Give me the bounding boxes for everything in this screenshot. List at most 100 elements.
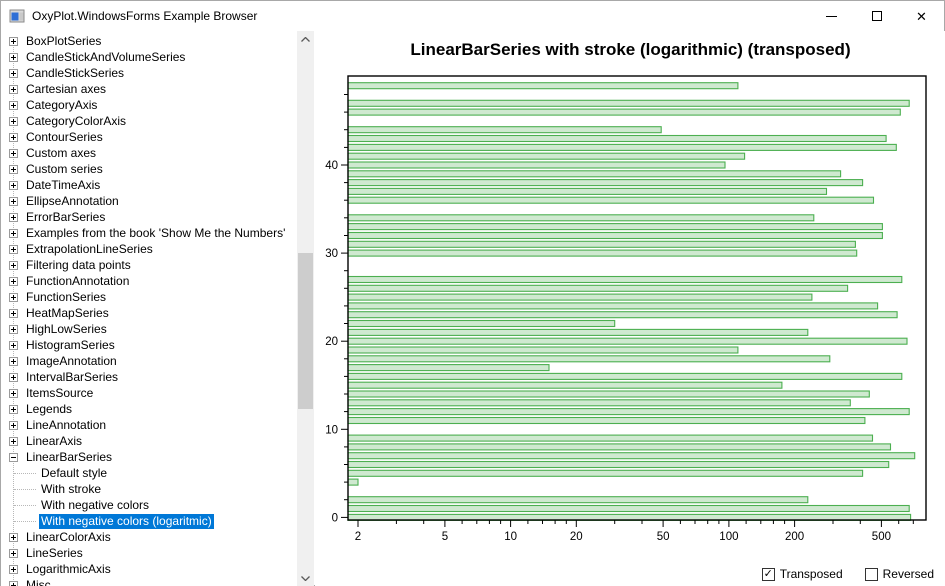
title-bar[interactable]: OxyPlot.WindowsForms Example Browser ✕ <box>1 1 944 31</box>
tree-item-label[interactable]: ErrorBarSeries <box>26 209 106 224</box>
tree-item-label[interactable]: EllipseAnnotation <box>26 193 119 208</box>
tree-item-label[interactable]: BoxPlotSeries <box>26 33 102 48</box>
tree-item-label[interactable]: With negative colors (logaritmic) <box>39 513 214 529</box>
scroll-down-icon[interactable] <box>297 570 314 586</box>
tree-item-label[interactable]: Filtering data points <box>26 257 131 272</box>
expand-icon[interactable] <box>9 260 18 270</box>
expand-icon[interactable] <box>9 52 18 62</box>
tree-item[interactable]: LinearColorAxis <box>1 529 297 545</box>
minimize-button[interactable] <box>809 1 854 31</box>
expand-icon[interactable] <box>9 228 18 238</box>
tree-item[interactable]: ExtrapolationLineSeries <box>1 241 297 257</box>
tree-item[interactable]: HighLowSeries <box>1 321 297 337</box>
expand-icon[interactable] <box>9 116 18 126</box>
expand-icon[interactable] <box>9 356 18 366</box>
tree-item[interactable]: Legends <box>1 401 297 417</box>
example-tree[interactable]: BoxPlotSeries CandleStickAndVolumeSeries C… <box>1 31 297 586</box>
close-button[interactable]: ✕ <box>899 1 944 31</box>
chart-area[interactable]: 2 5 10 20 50 100 200 500 0 10 20 30 40 <box>315 31 945 586</box>
tree-item-label[interactable]: Cartesian axes <box>26 81 107 96</box>
tree-item-label[interactable]: ItemsSource <box>26 385 94 400</box>
expand-icon[interactable] <box>9 212 18 222</box>
tree-item[interactable]: FunctionAnnotation <box>1 273 297 289</box>
expand-icon[interactable] <box>9 340 18 350</box>
expand-icon[interactable] <box>9 324 18 334</box>
tree-item-label[interactable]: ContourSeries <box>26 129 103 144</box>
tree-item[interactable]: CandleStickAndVolumeSeries <box>1 49 297 65</box>
tree-item[interactable]: With negative colors (logaritmic) <box>1 513 297 529</box>
expand-icon[interactable] <box>9 196 18 206</box>
tree-item[interactable]: With negative colors <box>1 497 297 513</box>
tree-item[interactable]: ErrorBarSeries <box>1 209 297 225</box>
expand-icon[interactable] <box>9 564 18 574</box>
tree-item-label[interactable]: Examples from the book 'Show Me the Numb… <box>26 225 286 240</box>
tree-item-label[interactable]: Default style <box>41 465 108 480</box>
expand-icon[interactable] <box>9 84 18 94</box>
tree-item[interactable]: IntervalBarSeries <box>1 369 297 385</box>
expand-icon[interactable] <box>9 148 18 158</box>
expand-icon[interactable] <box>9 180 18 190</box>
tree-item[interactable]: CandleStickSeries <box>1 65 297 81</box>
tree-item[interactable]: CategoryColorAxis <box>1 113 297 129</box>
collapse-icon[interactable] <box>9 452 18 462</box>
tree-item[interactable]: With stroke <box>1 481 297 497</box>
tree-item-label[interactable]: With negative colors <box>41 497 150 512</box>
tree-item-label[interactable]: FunctionSeries <box>26 289 107 304</box>
tree-item[interactable]: Custom axes <box>1 145 297 161</box>
expand-icon[interactable] <box>9 132 18 142</box>
reversed-checkbox-box[interactable]: ✓ <box>864 567 878 581</box>
tree-item[interactable]: Custom series <box>1 161 297 177</box>
tree-item-label[interactable]: Misc <box>26 577 51 586</box>
expand-icon[interactable] <box>9 292 18 302</box>
tree-item-label[interactable]: DateTimeAxis <box>26 177 101 192</box>
scrollbar-thumb[interactable] <box>298 253 313 409</box>
tree-item-label[interactable]: Legends <box>26 401 73 416</box>
tree-item-label[interactable]: LineSeries <box>26 545 83 560</box>
tree-item[interactable]: Misc <box>1 577 297 586</box>
expand-icon[interactable] <box>9 420 18 430</box>
tree-item[interactable]: Filtering data points <box>1 257 297 273</box>
tree-item[interactable]: HeatMapSeries <box>1 305 297 321</box>
tree-item[interactable]: BoxPlotSeries <box>1 33 297 49</box>
expand-icon[interactable] <box>9 36 18 46</box>
tree-item-label[interactable]: LinearBarSeries <box>26 449 113 464</box>
expand-icon[interactable] <box>9 532 18 542</box>
tree-scrollbar[interactable] <box>297 31 314 586</box>
tree-item[interactable]: LinearAxis <box>1 433 297 449</box>
tree-item-label[interactable]: LinearColorAxis <box>26 529 111 544</box>
tree-item[interactable]: EllipseAnnotation <box>1 193 297 209</box>
transposed-checkbox[interactable]: ✓ Transposed <box>761 567 843 581</box>
expand-icon[interactable] <box>9 548 18 558</box>
reversed-checkbox[interactable]: ✓ Reversed <box>864 567 934 581</box>
expand-icon[interactable] <box>9 580 18 586</box>
expand-icon[interactable] <box>9 388 18 398</box>
expand-icon[interactable] <box>9 244 18 254</box>
tree-item[interactable]: LineSeries <box>1 545 297 561</box>
chart-svg[interactable]: 2 5 10 20 50 100 200 500 0 10 20 30 40 <box>315 31 945 586</box>
tree-item-label[interactable]: HistogramSeries <box>26 337 115 352</box>
tree-item-label[interactable]: ImageAnnotation <box>26 353 117 368</box>
tree-item-label[interactable]: Custom axes <box>26 145 97 160</box>
tree-item[interactable]: FunctionSeries <box>1 289 297 305</box>
tree-item-label[interactable]: HighLowSeries <box>26 321 107 336</box>
tree-item-label[interactable]: LogarithmicAxis <box>26 561 111 576</box>
tree-item[interactable]: ImageAnnotation <box>1 353 297 369</box>
tree-item-label[interactable]: With stroke <box>41 481 102 496</box>
tree-item-label[interactable]: LinearAxis <box>26 433 83 448</box>
tree-item-label[interactable]: Custom series <box>26 161 103 176</box>
tree-item-label[interactable]: IntervalBarSeries <box>26 369 119 384</box>
tree-item[interactable]: Cartesian axes <box>1 81 297 97</box>
expand-icon[interactable] <box>9 164 18 174</box>
tree-item[interactable]: ItemsSource <box>1 385 297 401</box>
expand-icon[interactable] <box>9 276 18 286</box>
expand-icon[interactable] <box>9 436 18 446</box>
scroll-up-icon[interactable] <box>297 31 314 48</box>
tree-item[interactable]: LinearBarSeries <box>1 449 297 465</box>
tree-item[interactable]: Examples from the book 'Show Me the Numb… <box>1 225 297 241</box>
transposed-checkbox-box[interactable]: ✓ <box>761 567 775 581</box>
maximize-button[interactable] <box>854 1 899 31</box>
tree-item-label[interactable]: ExtrapolationLineSeries <box>26 241 153 256</box>
tree-item-label[interactable]: CategoryAxis <box>26 97 98 112</box>
tree-item[interactable]: Default style <box>1 465 297 481</box>
tree-item[interactable]: ContourSeries <box>1 129 297 145</box>
